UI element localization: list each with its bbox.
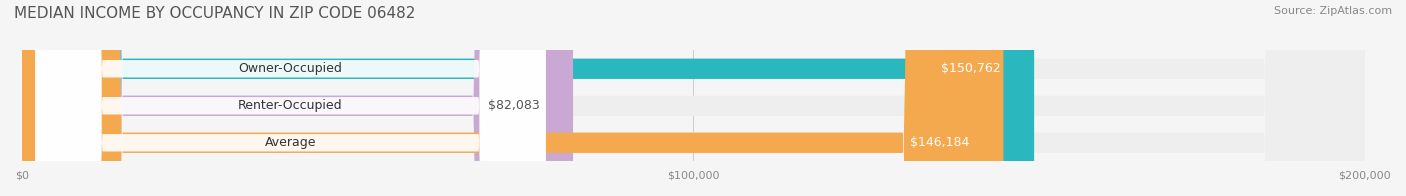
FancyBboxPatch shape: [35, 0, 546, 196]
FancyBboxPatch shape: [35, 0, 546, 196]
FancyBboxPatch shape: [35, 0, 546, 196]
Text: Owner-Occupied: Owner-Occupied: [239, 62, 343, 75]
FancyBboxPatch shape: [22, 0, 1365, 196]
Text: Source: ZipAtlas.com: Source: ZipAtlas.com: [1274, 6, 1392, 16]
FancyBboxPatch shape: [22, 0, 1004, 196]
Text: MEDIAN INCOME BY OCCUPANCY IN ZIP CODE 06482: MEDIAN INCOME BY OCCUPANCY IN ZIP CODE 0…: [14, 6, 415, 21]
Text: Average: Average: [264, 136, 316, 149]
Text: $150,762: $150,762: [941, 62, 1001, 75]
Text: Renter-Occupied: Renter-Occupied: [238, 99, 343, 112]
FancyBboxPatch shape: [22, 0, 1365, 196]
FancyBboxPatch shape: [22, 0, 574, 196]
Text: $146,184: $146,184: [911, 136, 970, 149]
Text: $82,083: $82,083: [488, 99, 540, 112]
FancyBboxPatch shape: [22, 0, 1035, 196]
FancyBboxPatch shape: [22, 0, 1365, 196]
